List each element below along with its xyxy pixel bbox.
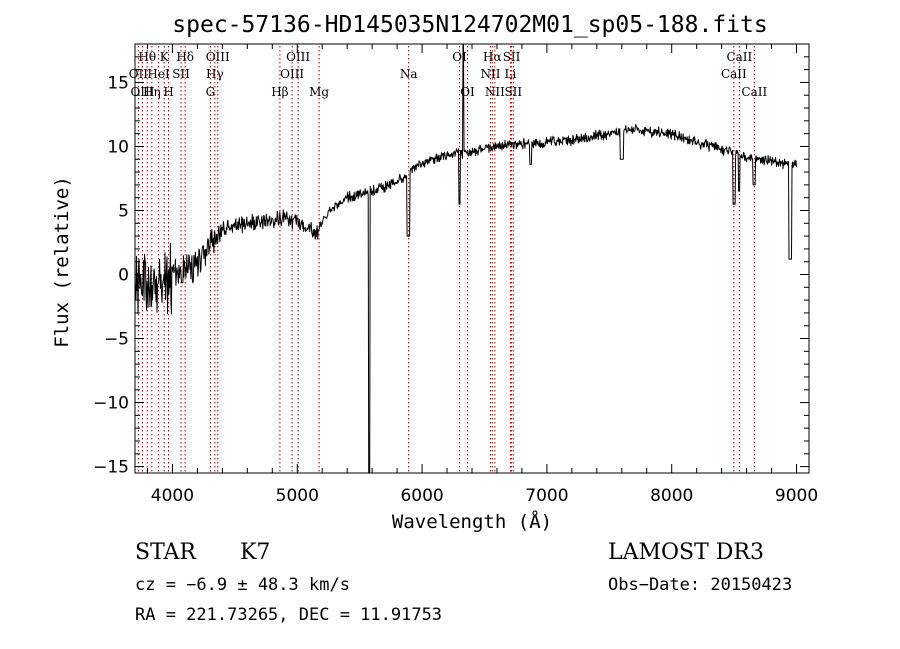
line-marker-label: NII [485,85,505,99]
y-tick-label: 10 [107,137,129,157]
x-tick-label: 7000 [525,486,568,506]
line-marker-label: OIII [206,50,230,64]
object-subclass: K7 [240,540,270,565]
y-axis-ticks: −15 −10 −5 0 5 10 15 [93,56,809,478]
line-marker-label: Hθ [138,50,156,64]
line-marker-label: K [160,50,170,64]
line-marker-label: OIII [280,67,304,81]
line-marker-label: Hη [143,85,161,99]
line-marker-label: CaII [721,67,747,81]
line-marker-label: CaII [726,50,752,64]
line-marker-label: G [206,85,216,99]
ra-dec-coordinates: RA = 221.73265, DEC = 11.91753 [135,605,442,625]
chart-title: spec-57136-HD145035N124702M01_sp05-188.f… [172,12,767,38]
x-tick-label: 6000 [400,486,443,506]
y-tick-label: −5 [104,330,129,350]
line-marker-label: Hβ [271,85,288,99]
y-tick-label: 5 [118,201,129,221]
line-marker-label: Hα [483,50,502,64]
redshift-cz: cz = −6.9 ± 48.3 km/s [135,575,350,595]
line-marker-label: SII [503,50,521,64]
line-marker-label: SII [504,85,522,99]
line-marker-label: OIII [286,50,310,64]
line-marker-label: Hδ [176,50,194,64]
x-axis-ticks: 4000 5000 6000 7000 8000 9000 [146,44,818,506]
line-marker-label: Li [505,67,517,81]
x-tick-label: 8000 [650,486,693,506]
line-marker-label: Hγ [206,67,224,81]
x-tick-label: 9000 [775,486,818,506]
x-axis-label: Wavelength (Å) [392,510,552,533]
spectrum-line [134,43,797,474]
x-tick-label: 5000 [276,486,319,506]
y-tick-label: −15 [93,458,129,478]
observation-date: Obs−Date: 20150423 [608,575,792,595]
x-tick-label: 4000 [151,486,194,506]
spectrum-series [134,43,797,474]
plot-frame [134,43,810,474]
line-marker-label: CaII [741,85,767,99]
line-marker-label: SII [172,67,190,81]
line-marker-label: Na [400,67,418,81]
y-tick-label: −10 [93,394,129,414]
y-tick-label: 0 [118,266,129,286]
line-marker-label: H [163,85,173,99]
axes [134,43,810,474]
line-marker-label: NII [480,67,500,81]
line-marker-label: OII [129,67,149,81]
y-axis-label: Flux (relative) [51,176,73,348]
line-marker-label: Mg [309,85,329,99]
line-marker-label: OI [452,50,467,64]
line-marker-label: HeI [147,67,170,81]
y-tick-label: 15 [107,73,129,93]
survey-name: LAMOST DR3 [608,540,764,565]
object-class: STAR [135,540,197,565]
